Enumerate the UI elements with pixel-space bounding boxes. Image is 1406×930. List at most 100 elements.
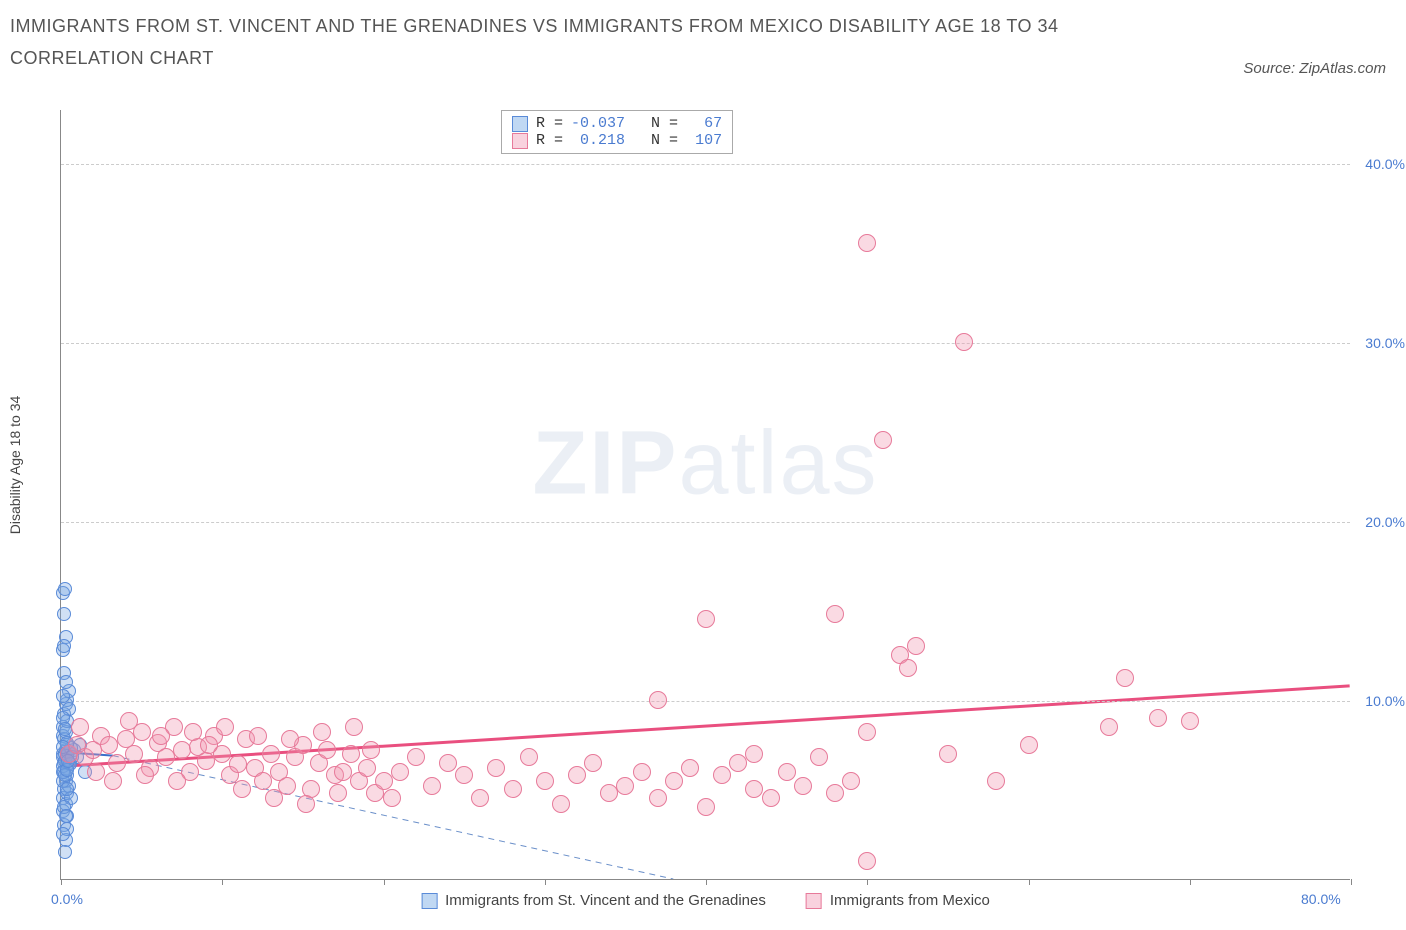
gridline-h <box>61 164 1350 165</box>
scatter-point-a <box>58 722 72 736</box>
scatter-point-b <box>899 659 917 677</box>
scatter-point-b <box>745 745 763 763</box>
x-tick <box>545 879 546 885</box>
scatter-point-b <box>136 766 154 784</box>
stats-row-a: R = -0.037 N = 67 <box>512 115 722 132</box>
source-name: ZipAtlas.com <box>1299 60 1386 77</box>
scatter-point-b <box>200 736 218 754</box>
scatter-point-b <box>810 748 828 766</box>
scatter-point-a <box>57 607 71 621</box>
scatter-point-b <box>858 852 876 870</box>
swatch-series-b <box>512 133 528 149</box>
scatter-point-b <box>907 637 925 655</box>
scatter-point-a <box>56 689 70 703</box>
bottom-legend: Immigrants from St. Vincent and the Gren… <box>421 892 990 909</box>
r-value-b: 0.218 <box>571 132 625 149</box>
scatter-point-b <box>125 745 143 763</box>
y-tick-label: 10.0% <box>1365 693 1405 709</box>
scatter-point-b <box>407 748 425 766</box>
scatter-point-b <box>233 780 251 798</box>
scatter-point-b <box>762 789 780 807</box>
legend-label-b: Immigrants from Mexico <box>830 892 990 909</box>
x-tick <box>1190 879 1191 885</box>
scatter-point-b <box>568 766 586 784</box>
source-label: Source: <box>1243 60 1295 77</box>
scatter-point-b <box>329 784 347 802</box>
scatter-point-a <box>60 782 74 796</box>
scatter-point-b <box>265 789 283 807</box>
scatter-point-b <box>375 772 393 790</box>
stats-legend-box: R = -0.037 N = 67 R = 0.218 N = 107 <box>501 110 733 154</box>
scatter-point-b <box>471 789 489 807</box>
scatter-point-b <box>858 723 876 741</box>
n-label-b: N = <box>633 132 678 149</box>
scatter-point-b <box>520 748 538 766</box>
scatter-point-b <box>318 741 336 759</box>
scatter-point-b <box>939 745 957 763</box>
scatter-point-b <box>152 727 170 745</box>
scatter-point-b <box>536 772 554 790</box>
scatter-point-b <box>842 772 860 790</box>
x-tick-label: 0.0% <box>51 891 83 907</box>
watermark: ZIPatlas <box>532 412 878 515</box>
legend-swatch-a <box>421 893 437 909</box>
n-value-a: 67 <box>686 115 722 132</box>
scatter-point-b <box>504 780 522 798</box>
scatter-point-b <box>184 723 202 741</box>
legend-item-a: Immigrants from St. Vincent and the Gren… <box>421 892 766 909</box>
scatter-point-b <box>358 759 376 777</box>
scatter-point-b <box>71 718 89 736</box>
scatter-point-b <box>794 777 812 795</box>
x-tick <box>867 879 868 885</box>
x-tick <box>1351 879 1352 885</box>
x-tick <box>384 879 385 885</box>
y-tick-label: 30.0% <box>1365 335 1405 351</box>
scatter-point-b <box>487 759 505 777</box>
chart-title: IMMIGRANTS FROM ST. VINCENT AND THE GREN… <box>10 10 1130 75</box>
scatter-point-b <box>729 754 747 772</box>
watermark-light: atlas <box>678 413 878 513</box>
scatter-point-b <box>633 763 651 781</box>
scatter-point-b <box>1100 718 1118 736</box>
scatter-point-b <box>552 795 570 813</box>
r-label-a: R = <box>536 115 563 132</box>
scatter-point-a <box>59 675 73 689</box>
legend-item-b: Immigrants from Mexico <box>806 892 990 909</box>
legend-swatch-b <box>806 893 822 909</box>
r-label-b: R = <box>536 132 563 149</box>
scatter-point-b <box>249 727 267 745</box>
scatter-point-b <box>262 745 280 763</box>
x-tick <box>1029 879 1030 885</box>
y-tick-label: 20.0% <box>1365 514 1405 530</box>
x-tick <box>706 879 707 885</box>
plot-area: ZIPatlas R = -0.037 N = 67 R = 0.218 N =… <box>60 110 1350 880</box>
scatter-point-b <box>1181 712 1199 730</box>
scatter-point-b <box>216 718 234 736</box>
scatter-point-b <box>826 784 844 802</box>
scatter-point-b <box>391 763 409 781</box>
scatter-point-b <box>254 772 272 790</box>
y-axis-label: Disability Age 18 to 34 <box>7 326 23 465</box>
scatter-point-b <box>1116 669 1134 687</box>
scatter-point-b <box>120 712 138 730</box>
scatter-point-b <box>697 610 715 628</box>
scatter-point-b <box>297 795 315 813</box>
scatter-point-b <box>858 234 876 252</box>
gridline-h <box>61 522 1350 523</box>
x-tick <box>222 879 223 885</box>
scatter-point-b <box>455 766 473 784</box>
scatter-point-a <box>56 827 70 841</box>
scatter-point-b <box>342 745 360 763</box>
scatter-point-a <box>58 845 72 859</box>
swatch-series-a <box>512 116 528 132</box>
scatter-point-b <box>313 723 331 741</box>
n-value-b: 107 <box>686 132 722 149</box>
scatter-point-b <box>649 691 667 709</box>
x-tick <box>61 879 62 885</box>
scatter-point-a <box>57 639 71 653</box>
r-value-a: -0.037 <box>571 115 625 132</box>
scatter-point-b <box>383 789 401 807</box>
scatter-point-b <box>955 333 973 351</box>
scatter-point-b <box>423 777 441 795</box>
scatter-point-b <box>826 605 844 623</box>
